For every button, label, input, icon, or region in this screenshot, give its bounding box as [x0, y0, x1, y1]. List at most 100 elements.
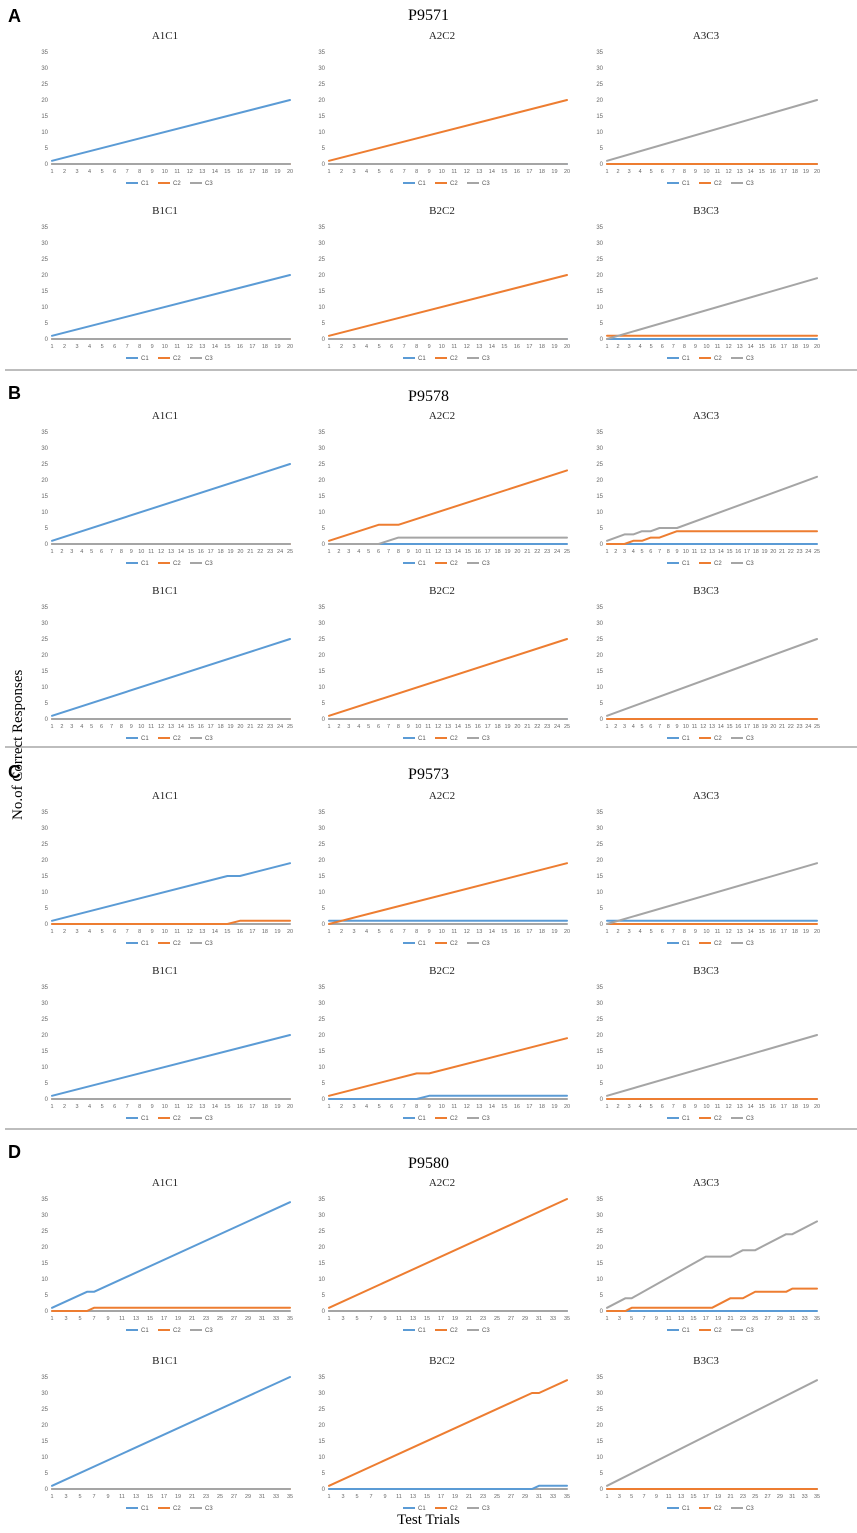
x-tick-label: 7 [643, 1494, 646, 1500]
x-tick-label: 6 [390, 929, 393, 935]
y-tick-label: 10 [596, 1065, 603, 1071]
x-tick-label: 31 [536, 1316, 542, 1322]
y-tick-label: 35 [596, 50, 603, 56]
x-tick-label: 9 [383, 1316, 386, 1322]
x-tick-label: 25 [814, 724, 820, 730]
x-tick-label: 21 [247, 549, 253, 555]
legend-label-c2: C2 [450, 561, 458, 567]
x-tick-label: 19 [551, 929, 557, 935]
x-tick-label: 19 [504, 724, 510, 730]
x-tick-label: 5 [90, 724, 93, 730]
x-tick-label: 1 [605, 1494, 608, 1500]
y-tick-label: 30 [596, 621, 603, 627]
x-tick-label: 13 [476, 1104, 482, 1110]
chart-d-a3c3: A3C3 0 5 10 15 20 25 30 35 1 3 5 7 9 11 13 15 17 19 21 23 25 2… [585, 1177, 827, 1337]
series-line-c3 [606, 1220, 818, 1309]
participant-title-b: P9578 [408, 388, 449, 405]
legend-label-c1: C1 [141, 941, 149, 947]
x-tick-label: 4 [632, 549, 635, 555]
x-tick-label: 23 [267, 549, 273, 555]
y-tick-label: 10 [318, 130, 325, 136]
x-tick-label: 14 [748, 1104, 754, 1110]
series-line-c2 [328, 1037, 568, 1097]
x-tick-label: 14 [455, 549, 461, 555]
x-tick-label: 15 [424, 1316, 430, 1322]
x-tick-label: 3 [76, 929, 79, 935]
y-tick-label: 35 [318, 985, 325, 991]
x-tick-label: 5 [650, 929, 653, 935]
x-tick-label: 21 [466, 1494, 472, 1500]
y-tick-label: 15 [596, 114, 603, 120]
y-tick-label: 5 [600, 1293, 604, 1299]
x-tick-label: 25 [217, 1494, 223, 1500]
x-tick-label: 3 [628, 929, 631, 935]
x-tick-label: 5 [367, 724, 370, 730]
x-tick-label: 33 [273, 1316, 279, 1322]
legend-label-c3: C3 [482, 1116, 490, 1122]
x-tick-label: 5 [367, 549, 370, 555]
y-tick-label: 20 [596, 1245, 603, 1251]
y-tick-label: 35 [596, 225, 603, 231]
x-tick-label: 19 [227, 724, 233, 730]
x-tick-label: 10 [162, 344, 168, 350]
x-tick-label: 20 [814, 929, 820, 935]
y-tick-label: 0 [45, 1487, 49, 1493]
legend-label-c2: C2 [450, 941, 458, 947]
legend-label-c1: C1 [141, 561, 149, 567]
x-tick-label: 18 [218, 724, 224, 730]
y-tick-label: 15 [318, 669, 325, 675]
series-line-c1 [51, 638, 291, 717]
x-tick-label: 4 [365, 169, 368, 175]
y-tick-label: 0 [45, 922, 49, 928]
x-tick-label: 8 [667, 549, 670, 555]
x-tick-label: 2 [60, 724, 63, 730]
x-tick-label: 20 [814, 169, 820, 175]
chart-c-b3c3: B3C3 0 5 10 15 20 25 30 35 1 2 3 4 5 6 7 8 9 10 11 12 13 14 15 1… [585, 965, 827, 1125]
x-tick-label: 20 [237, 549, 243, 555]
x-tick-label: 4 [639, 1104, 642, 1110]
x-tick-label: 9 [675, 549, 678, 555]
x-tick-label: 7 [369, 1494, 372, 1500]
y-tick-label: 0 [45, 1097, 49, 1103]
y-tick-label: 5 [322, 906, 326, 912]
x-tick-label: 21 [727, 1316, 733, 1322]
legend-label-c2: C2 [450, 356, 458, 362]
x-tick-label: 23 [267, 724, 273, 730]
x-tick-label: 5 [101, 929, 104, 935]
y-tick-label: 30 [596, 826, 603, 832]
x-tick-label: 12 [187, 344, 193, 350]
x-tick-label: 13 [445, 549, 451, 555]
x-tick-label: 1 [327, 1494, 330, 1500]
x-tick-label: 10 [439, 344, 445, 350]
x-tick-label: 12 [726, 929, 732, 935]
x-tick-label: 11 [174, 1104, 180, 1110]
y-tick-label: 35 [318, 1375, 325, 1381]
x-tick-label: 11 [666, 1494, 672, 1500]
x-tick-label: 19 [803, 1104, 809, 1110]
x-tick-label: 17 [781, 344, 787, 350]
legend-label-c3: C3 [746, 1328, 754, 1334]
x-tick-label: 1 [605, 1104, 608, 1110]
x-tick-label: 20 [770, 724, 776, 730]
x-tick-label: 1 [50, 1104, 53, 1110]
x-tick-label: 3 [628, 1104, 631, 1110]
x-tick-label: 4 [639, 169, 642, 175]
y-tick-label: 35 [596, 605, 603, 611]
x-tick-label: 21 [466, 1316, 472, 1322]
chart-d-b2c2: B2C2 0 5 10 15 20 25 30 35 1 3 5 7 9 11 13 15 17 19 21 23 25 2… [307, 1355, 577, 1515]
chart-b-b1c1: B1C1 0 5 10 15 20 25 30 35 1 2 3 4 5 6 7 8 9 10 11 12 13 14 15 1… [30, 585, 300, 745]
x-tick-label: 1 [50, 724, 53, 730]
series-line-c1 [51, 463, 291, 542]
x-tick-label: 13 [737, 169, 743, 175]
x-tick-label: 13 [737, 344, 743, 350]
x-tick-label: 19 [227, 549, 233, 555]
x-tick-label: 6 [390, 169, 393, 175]
x-tick-label: 27 [231, 1494, 237, 1500]
x-tick-label: 7 [126, 169, 129, 175]
y-tick-label: 35 [596, 1197, 603, 1203]
x-tick-label: 2 [63, 929, 66, 935]
y-tick-label: 5 [45, 321, 49, 327]
